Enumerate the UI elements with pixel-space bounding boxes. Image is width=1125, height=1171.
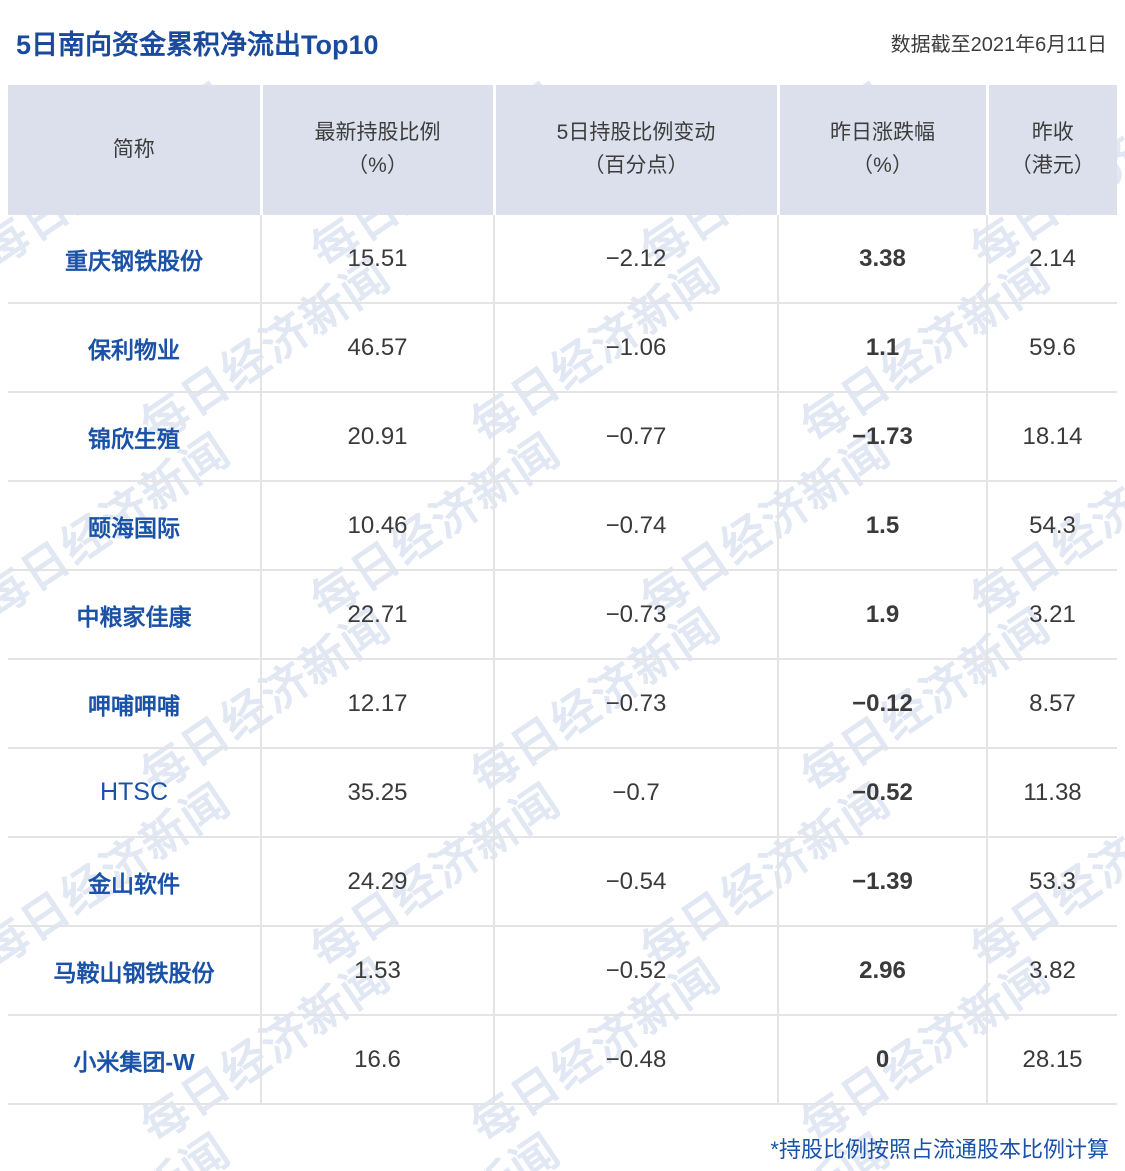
cell-stock-name: 重庆钢铁股份 <box>8 215 262 304</box>
cell-prev-close: 28.15 <box>987 1015 1117 1105</box>
column-header-prev-close-line1: 昨收 <box>1031 121 1074 145</box>
table-row: 保利物业 46.57 −1.06 1.1 59.6 <box>8 303 1117 393</box>
cell-5d-holding-change: −0.52 <box>494 926 779 1016</box>
table-row: HTSC 35.25 −0.7 −0.52 11.38 <box>8 748 1117 838</box>
page-title: 5日南向资金累积净流出Top10 <box>16 30 379 60</box>
cell-holding-ratio: 1.53 <box>261 926 495 1016</box>
southbound-outflow-table: 简称 最新持股比例 （%） 5日持股比例变动 （百分点） 昨日涨跌幅 （%） <box>8 85 1117 1105</box>
cell-5d-holding-change: −0.77 <box>494 392 779 482</box>
cell-holding-ratio: 10.46 <box>261 481 495 571</box>
cell-5d-holding-change: −1.06 <box>494 303 779 393</box>
cell-stock-name: 金山软件 <box>8 837 262 927</box>
column-header-prev-close: 昨收 （港元） <box>987 85 1117 215</box>
table-row: 中粮家佳康 22.71 −0.73 1.9 3.21 <box>8 570 1117 660</box>
cell-holding-ratio: 46.57 <box>261 303 495 393</box>
table-row: 重庆钢铁股份 15.51 −2.12 3.38 2.14 <box>8 215 1117 304</box>
cell-stock-name: 马鞍山钢铁股份 <box>8 926 262 1016</box>
table-row: 马鞍山钢铁股份 1.53 −0.52 2.96 3.82 <box>8 926 1117 1016</box>
column-header-name-line1: 简称 <box>112 137 155 161</box>
cell-5d-holding-change: −2.12 <box>494 215 779 304</box>
cell-5d-holding-change: −0.7 <box>494 748 779 838</box>
title-bar: 5日南向资金累积净流出Top10 数据截至2021年6月11日 <box>0 0 1125 85</box>
table-row: 颐海国际 10.46 −0.74 1.5 54.3 <box>8 481 1117 571</box>
table-row: 锦欣生殖 20.91 −0.77 −1.73 18.14 <box>8 392 1117 482</box>
column-header-holding-ratio-line2: （%） <box>347 154 408 177</box>
footnote-text: *持股比例按照占流通股本比例计算 <box>770 1137 1109 1162</box>
cell-stock-name: 呷哺呷哺 <box>8 659 262 749</box>
cell-holding-ratio: 24.29 <box>261 837 495 927</box>
cell-prev-change-pct: 1.1 <box>778 303 988 393</box>
table-container: 简称 最新持股比例 （%） 5日持股比例变动 （百分点） 昨日涨跌幅 （%） <box>8 85 1117 1105</box>
cell-prev-change-pct: −0.52 <box>778 748 988 838</box>
table-header: 简称 最新持股比例 （%） 5日持股比例变动 （百分点） 昨日涨跌幅 （%） <box>8 85 1117 215</box>
cell-holding-ratio: 15.51 <box>261 215 495 304</box>
column-header-5d-change-line1: 5日持股比例变动 <box>556 121 716 145</box>
column-header-5d-change: 5日持股比例变动 （百分点） <box>494 85 780 215</box>
cell-prev-close: 11.38 <box>987 748 1117 838</box>
table-row: 小米集团-W 16.6 −0.48 0 28.15 <box>8 1015 1117 1105</box>
cell-prev-change-pct: 0 <box>778 1015 988 1105</box>
column-header-5d-change-line2: （百分点） <box>583 154 689 177</box>
cell-prev-close: 53.3 <box>987 837 1117 927</box>
cell-holding-ratio: 35.25 <box>261 748 495 838</box>
table-body: 重庆钢铁股份 15.51 −2.12 3.38 2.14 保利物业 46.57 −1.06 1.… <box>8 215 1117 1105</box>
cell-prev-change-pct: 3.38 <box>778 215 988 304</box>
cell-prev-change-pct: −1.73 <box>778 392 988 482</box>
cell-5d-holding-change: −0.73 <box>494 659 779 749</box>
cell-prev-close: 3.21 <box>987 570 1117 660</box>
cell-prev-close: 3.82 <box>987 926 1117 1016</box>
cell-prev-close: 59.6 <box>987 303 1117 393</box>
watermark-text: 每日经济新闻 <box>1121 248 1125 453</box>
column-header-prev-change-pct-line2: （%） <box>852 154 913 177</box>
column-header-holding-ratio-line1: 最新持股比例 <box>314 121 441 145</box>
watermark-text: 每日经济新闻 <box>1121 598 1125 803</box>
table-row: 金山软件 24.29 −0.54 −1.39 53.3 <box>8 837 1117 927</box>
column-header-prev-change-pct-line1: 昨日涨跌幅 <box>830 121 935 145</box>
cell-stock-name: HTSC <box>8 748 262 838</box>
column-header-prev-close-line2: （港元） <box>1010 154 1095 177</box>
cell-5d-holding-change: −0.48 <box>494 1015 779 1105</box>
column-header-prev-change-pct: 昨日涨跌幅 （%） <box>778 85 989 215</box>
cell-stock-name: 锦欣生殖 <box>8 392 262 482</box>
cell-prev-change-pct: −0.12 <box>778 659 988 749</box>
cell-holding-ratio: 20.91 <box>261 392 495 482</box>
data-asof-label: 数据截至2021年6月11日 <box>890 34 1107 56</box>
column-header-name: 简称 <box>8 85 263 215</box>
cell-holding-ratio: 12.17 <box>261 659 495 749</box>
cell-prev-close: 8.57 <box>987 659 1117 749</box>
cell-stock-name: 小米集团-W <box>8 1015 262 1105</box>
cell-prev-change-pct: 1.5 <box>778 481 988 571</box>
cell-stock-name: 颐海国际 <box>8 481 262 571</box>
cell-stock-name: 保利物业 <box>8 303 262 393</box>
column-header-holding-ratio: 最新持股比例 （%） <box>261 85 496 215</box>
cell-5d-holding-change: −0.74 <box>494 481 779 571</box>
table-row: 呷哺呷哺 12.17 −0.73 −0.12 8.57 <box>8 659 1117 749</box>
cell-prev-change-pct: −1.39 <box>778 837 988 927</box>
cell-holding-ratio: 16.6 <box>261 1015 495 1105</box>
cell-prev-change-pct: 1.9 <box>778 570 988 660</box>
cell-5d-holding-change: −0.54 <box>494 837 779 927</box>
cell-stock-name: 中粮家佳康 <box>8 570 262 660</box>
cell-holding-ratio: 22.71 <box>261 570 495 660</box>
footnote-bar: *持股比例按照占流通股本比例计算 <box>0 1105 1125 1171</box>
cell-prev-change-pct: 2.96 <box>778 926 988 1016</box>
table-header-row: 简称 最新持股比例 （%） 5日持股比例变动 （百分点） 昨日涨跌幅 （%） <box>8 85 1117 215</box>
cell-prev-close: 2.14 <box>987 215 1117 304</box>
cell-prev-close: 54.3 <box>987 481 1117 571</box>
cell-5d-holding-change: −0.73 <box>494 570 779 660</box>
cell-prev-close: 18.14 <box>987 392 1117 482</box>
